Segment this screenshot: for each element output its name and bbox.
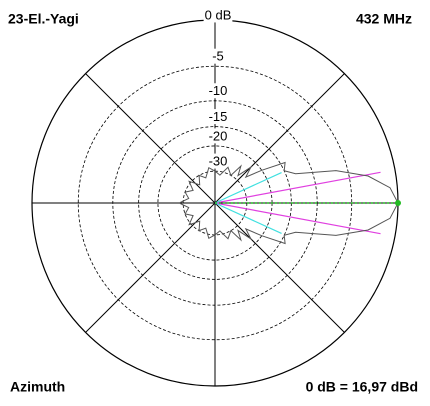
- label-bg: [207, 109, 229, 125]
- grid-ring: [112, 100, 318, 306]
- spoke: [214, 202, 345, 333]
- r-tick-label: -5: [212, 49, 224, 64]
- spoke: [85, 73, 216, 204]
- peak-dot: [395, 200, 401, 206]
- r-tick-label: 0 dB: [205, 7, 232, 22]
- label-bg: [207, 153, 229, 169]
- r-tick-label: -10: [209, 83, 228, 98]
- chart-title: 23-El.-Yagi: [8, 11, 79, 27]
- spoke: [85, 202, 216, 333]
- label-bg: [207, 83, 229, 99]
- grid-ring: [182, 170, 248, 236]
- r-tick-label: -30: [209, 154, 228, 169]
- spoke: [214, 73, 345, 204]
- axis-label: Azimuth: [10, 379, 65, 395]
- chart-subtitle: 432 MHz: [356, 11, 412, 27]
- r-tick-label: -15: [209, 109, 228, 124]
- annotation: 0 dB = 16,97 dBd: [306, 379, 418, 395]
- label-bg: [203, 7, 233, 23]
- r-tick-label: -20: [209, 128, 228, 143]
- label-bg: [211, 48, 225, 64]
- beam-line: [214, 202, 282, 235]
- label-bg: [207, 128, 229, 144]
- beam-line: [214, 171, 282, 204]
- beam-line: [214, 202, 381, 235]
- beam-line: [214, 171, 381, 204]
